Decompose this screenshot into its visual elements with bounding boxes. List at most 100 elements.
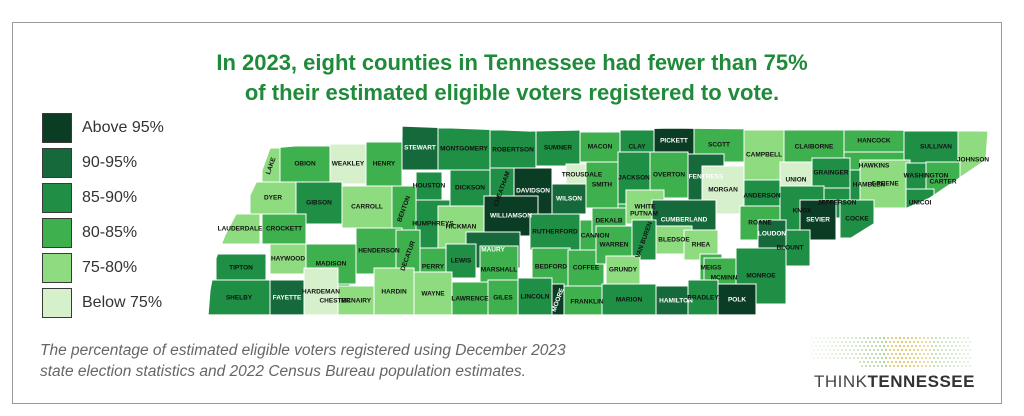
- logo-dot: [849, 341, 851, 343]
- logo-dot: [912, 356, 916, 360]
- logo-dot: [888, 364, 892, 368]
- logo-dot: [941, 341, 943, 343]
- county-grainger: [811, 157, 851, 189]
- logo-dot: [863, 345, 865, 347]
- county-loudon: [757, 219, 787, 249]
- logo-dot: [872, 348, 876, 352]
- logo-dot: [880, 340, 884, 344]
- county-campbell: [743, 129, 785, 181]
- logo-dot: [870, 360, 874, 364]
- logo-dot: [823, 345, 825, 347]
- county-pickett: [653, 127, 695, 155]
- logo-dot: [843, 353, 845, 355]
- logo-dot: [910, 360, 914, 364]
- logo-dot: [951, 337, 953, 339]
- logo-dot: [833, 349, 835, 351]
- logo-dot: [916, 340, 920, 344]
- logo-dot: [863, 361, 865, 363]
- county-gibson: [295, 181, 343, 225]
- logo-dot: [957, 341, 959, 343]
- logo-dot: [827, 353, 829, 355]
- logo-dot: [861, 349, 863, 351]
- logo-dot: [953, 349, 955, 351]
- logo-dot: [957, 349, 959, 351]
- county-wayne: [413, 271, 453, 315]
- logo-dot: [965, 365, 967, 367]
- logo-dot: [880, 356, 884, 360]
- logo-dot: [851, 337, 853, 339]
- logo-dot: [922, 352, 926, 356]
- logo-dot: [880, 364, 884, 368]
- county-marion: [601, 283, 657, 315]
- logo-dot: [859, 353, 861, 355]
- logo-dot: [831, 337, 833, 339]
- logo-dot: [908, 356, 912, 360]
- logo-dot: [928, 340, 932, 344]
- caption: The percentage of estimated eligible vot…: [40, 340, 566, 382]
- logo-dot: [957, 365, 959, 367]
- logo-dot: [825, 357, 827, 359]
- logo-dot: [821, 357, 823, 359]
- logo-dot: [841, 341, 843, 343]
- logo-dot: [902, 352, 906, 356]
- logo-dot: [910, 352, 914, 356]
- logo-dot: [886, 352, 890, 356]
- logo-dot: [847, 337, 849, 339]
- county-bradley: [687, 279, 719, 315]
- logo-dot: [872, 340, 876, 344]
- logo-dot: [882, 336, 886, 340]
- logo-dot: [827, 345, 829, 347]
- county-smith: [585, 161, 619, 209]
- legend-item-below-75: Below 75%: [42, 285, 164, 320]
- logo-dot: [918, 352, 922, 356]
- logo-dot: [874, 360, 878, 364]
- county-shelby: [208, 279, 271, 315]
- county-sullivan: [903, 130, 969, 164]
- logo-dot: [894, 352, 898, 356]
- logo-dot: [876, 348, 880, 352]
- legend: Above 95% 90-95% 85-90% 80-85% 75-80% Be…: [42, 110, 164, 320]
- legend-label: 75-80%: [82, 258, 138, 276]
- logo-dot: [963, 353, 965, 355]
- logo-dot: [912, 340, 916, 344]
- logo-dot: [851, 345, 853, 347]
- county-crockett: [261, 213, 307, 245]
- logo-dot: [959, 345, 961, 347]
- logo-dot: [869, 365, 871, 367]
- logo-dot: [922, 344, 926, 348]
- logo-dot: [886, 360, 890, 364]
- logo-dot: [961, 357, 963, 359]
- logo-dot: [863, 353, 865, 355]
- county-cocke: [839, 199, 875, 239]
- logo-dot: [896, 356, 900, 360]
- logo-dot: [947, 361, 949, 363]
- logo-dot: [882, 344, 886, 348]
- logo-dot: [908, 364, 912, 368]
- logo-dot: [967, 345, 969, 347]
- logo-dot: [823, 337, 825, 339]
- legend-label: 85-90%: [82, 188, 138, 206]
- logo-dot: [926, 360, 930, 364]
- logo-dot: [947, 353, 949, 355]
- logo-dot: [843, 345, 845, 347]
- county-obion: [279, 145, 331, 183]
- logo-dot: [849, 349, 851, 351]
- legend-swatch: [42, 252, 72, 283]
- logo-dot: [829, 357, 831, 359]
- logo-dot: [943, 345, 945, 347]
- logo-dot: [933, 357, 935, 359]
- logo-dot: [939, 345, 941, 347]
- logo-dot: [829, 341, 831, 343]
- county-johnson: [957, 130, 988, 190]
- logo-dot: [817, 357, 819, 359]
- county-macon: [579, 131, 621, 163]
- legend-swatch: [42, 182, 72, 213]
- logo-dot: [959, 353, 961, 355]
- logo-dot: [817, 341, 819, 343]
- logo-dot: [813, 349, 815, 351]
- logo-dot: [945, 365, 947, 367]
- logo-dot: [894, 360, 898, 364]
- logo-dot: [967, 337, 969, 339]
- logo-dot: [912, 364, 916, 368]
- logo-dot: [955, 361, 957, 363]
